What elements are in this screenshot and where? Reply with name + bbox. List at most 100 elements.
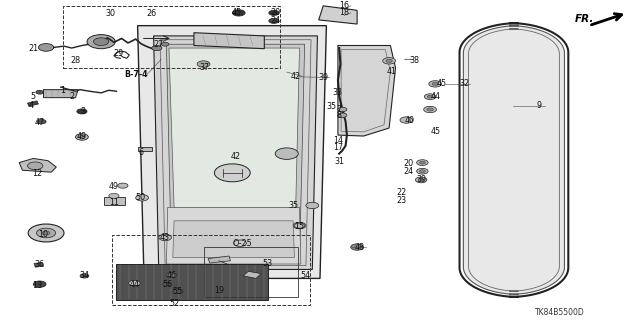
Text: 55: 55 [173,287,183,296]
Circle shape [419,179,424,181]
Text: 6: 6 [138,148,143,156]
Circle shape [173,289,183,294]
Text: 20: 20 [403,159,413,168]
Text: 47: 47 [35,118,45,127]
Circle shape [432,82,438,85]
Text: 39: 39 [416,175,426,184]
Text: 9: 9 [536,101,541,110]
Polygon shape [173,221,294,258]
Text: 19: 19 [214,286,224,295]
Circle shape [76,134,88,140]
Bar [112,235,310,305]
Circle shape [36,228,56,238]
Circle shape [294,223,305,228]
Text: 36: 36 [35,260,45,269]
Circle shape [428,95,433,98]
Circle shape [163,282,170,286]
Circle shape [152,45,162,51]
Circle shape [28,162,43,170]
Circle shape [338,107,347,112]
Polygon shape [116,264,268,300]
Polygon shape [463,26,564,294]
Circle shape [429,81,442,87]
Text: B-7-4: B-7-4 [125,70,148,79]
Text: 7: 7 [337,105,342,114]
Text: 18: 18 [339,8,349,17]
Text: 31: 31 [334,157,344,166]
Circle shape [351,244,364,250]
Circle shape [214,164,250,182]
Text: 24: 24 [270,16,280,25]
Polygon shape [208,256,230,263]
Text: 54: 54 [301,271,311,280]
Text: 53: 53 [262,259,273,268]
Polygon shape [44,90,78,98]
Text: 42: 42 [230,152,241,161]
Circle shape [338,113,347,117]
Circle shape [118,183,128,188]
Polygon shape [28,101,38,106]
Circle shape [269,10,279,15]
Polygon shape [104,197,125,205]
Text: 38: 38 [410,56,420,65]
Circle shape [161,42,169,46]
Text: 4: 4 [28,100,33,109]
Circle shape [420,170,426,173]
Text: 44: 44 [430,92,440,101]
Text: 42: 42 [291,72,301,81]
Circle shape [420,161,426,164]
Text: 37: 37 [200,63,210,72]
Text: O-25: O-25 [232,239,252,248]
Circle shape [37,119,46,124]
Circle shape [293,222,306,229]
Text: 20: 20 [270,8,280,17]
Circle shape [427,108,433,111]
Circle shape [386,59,392,62]
Text: 45: 45 [436,79,447,88]
Circle shape [38,44,54,51]
Polygon shape [138,26,326,278]
Text: 44: 44 [129,280,140,289]
Polygon shape [338,45,396,136]
Circle shape [417,160,428,165]
Text: 41: 41 [387,67,397,76]
Circle shape [136,195,148,201]
Text: 12: 12 [32,169,42,178]
Circle shape [129,280,140,286]
Text: 49: 49 [77,132,87,141]
Text: 10: 10 [38,230,49,239]
Text: 49: 49 [109,182,119,191]
Text: 23: 23 [397,196,407,204]
Text: 45: 45 [232,8,242,17]
Circle shape [87,35,115,49]
Polygon shape [169,48,300,208]
Circle shape [36,90,44,94]
Text: 13: 13 [32,281,42,290]
Text: 30: 30 [105,9,115,18]
Text: 52: 52 [169,299,179,308]
Text: 2: 2 [70,92,75,100]
Text: 17: 17 [333,143,343,152]
Polygon shape [319,6,357,24]
Polygon shape [19,158,56,172]
Text: 16: 16 [339,1,349,10]
Text: 33: 33 [333,88,343,97]
Circle shape [77,109,87,114]
Circle shape [166,273,177,278]
Circle shape [424,106,436,113]
Text: 32: 32 [459,79,469,88]
Circle shape [275,148,298,159]
Text: 39: 39 [318,73,328,82]
Polygon shape [138,147,152,151]
Text: 11: 11 [109,198,119,207]
Circle shape [109,193,119,198]
Text: 40: 40 [404,116,415,124]
Circle shape [400,117,413,123]
Text: 21: 21 [28,44,38,53]
Circle shape [33,281,46,287]
Text: FR.: FR. [575,14,594,24]
Circle shape [383,58,396,64]
Circle shape [197,61,210,67]
Polygon shape [166,207,301,264]
Text: 43: 43 [160,233,170,242]
